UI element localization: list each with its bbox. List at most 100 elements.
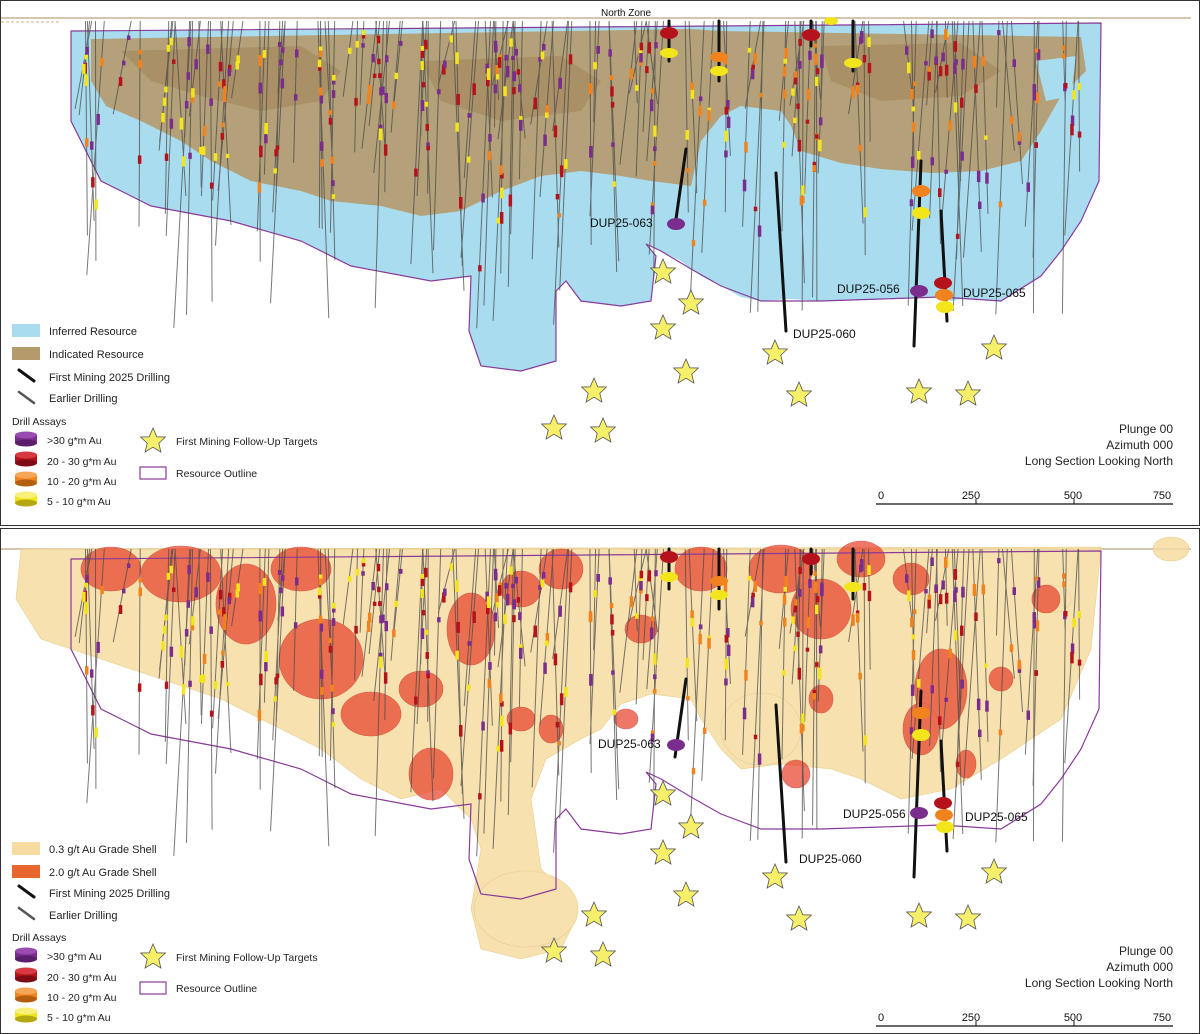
assay-intercept <box>467 156 471 163</box>
assay-intercept <box>707 638 711 649</box>
assay-intercept <box>596 46 600 54</box>
assay-intercept <box>399 568 403 574</box>
assay-intercept <box>424 629 429 635</box>
drill-assay-intercepts <box>82 557 1082 800</box>
assay-intercept <box>90 669 94 678</box>
assay-intercept <box>944 592 949 604</box>
assay-disc <box>844 582 862 592</box>
assay-intercept <box>518 612 522 621</box>
legend-swatch-shell-2-0 <box>12 865 40 878</box>
assay-disc <box>824 17 838 25</box>
assay-intercept <box>744 670 748 681</box>
drill-trace <box>277 20 286 93</box>
assay-intercept <box>367 84 372 95</box>
drill-trace <box>684 548 689 741</box>
legend-label-first-mining: First Mining 2025 Drilling <box>49 888 170 900</box>
drill-trace <box>329 20 336 233</box>
assay-intercept <box>257 709 262 721</box>
drill-trace <box>384 20 388 193</box>
assay-intercept <box>487 151 492 161</box>
assay-intercept <box>186 72 190 80</box>
assay-intercept <box>801 185 805 196</box>
assay-intercept <box>747 575 752 581</box>
assay-intercept <box>499 693 503 703</box>
drill-trace <box>593 548 597 651</box>
target-star-icon <box>541 414 567 440</box>
assay-intercept <box>85 138 89 147</box>
assay-intercept <box>953 62 957 75</box>
assay-disc <box>912 707 930 719</box>
assay-intercept <box>161 641 165 651</box>
assay-intercept <box>259 673 263 686</box>
assay-intercept <box>907 590 911 602</box>
assay-intercept <box>320 669 324 679</box>
assay-intercept <box>559 693 564 706</box>
legend-label-shell-0-3: 0.3 g/t Au Grade Shell <box>49 844 157 856</box>
assay-intercept <box>519 116 523 121</box>
assay-intercept <box>331 618 336 626</box>
assay-disc <box>934 277 952 289</box>
assay-intercept <box>611 670 615 675</box>
assay-intercept <box>981 56 986 67</box>
assay-intercept <box>558 605 562 617</box>
assay-intercept <box>138 587 142 597</box>
assay-intercept <box>100 585 104 595</box>
assay-intercept <box>317 59 322 68</box>
assay-intercept <box>555 194 560 200</box>
assay-disc <box>660 572 678 582</box>
assay-intercept <box>320 141 324 151</box>
assay-intercept <box>543 662 547 674</box>
target-star-icon <box>786 381 812 407</box>
assay-intercept <box>1009 116 1014 124</box>
assay-intercept <box>1062 581 1066 587</box>
assay-intercept <box>378 601 382 607</box>
assay-intercept <box>320 687 324 695</box>
assay-intercept <box>280 78 285 89</box>
drill-trace <box>437 548 456 614</box>
assay-intercept <box>348 47 352 54</box>
assay-intercept <box>169 565 173 574</box>
assay-intercept <box>793 72 798 85</box>
drill-trace <box>460 20 479 258</box>
assay-intercept <box>1012 59 1016 67</box>
drill-trace <box>263 20 270 175</box>
assay-intercept <box>798 589 802 597</box>
assay-intercept <box>782 66 787 77</box>
assay-intercept <box>378 656 383 669</box>
assay-intercept <box>954 59 958 65</box>
assay-intercept <box>442 592 446 603</box>
assay-disc <box>912 729 930 741</box>
assay-intercept <box>383 144 388 156</box>
target-star-icon <box>673 358 699 384</box>
assay-cylinder-icon <box>15 471 37 487</box>
assay-intercept <box>1062 45 1066 51</box>
assay-intercept <box>459 725 463 737</box>
assay-intercept <box>782 669 786 676</box>
assay-intercept <box>635 613 639 619</box>
assay-intercept <box>455 580 459 593</box>
assay-intercept <box>724 658 728 670</box>
assay-intercept <box>184 101 189 109</box>
assay-intercept <box>806 616 811 629</box>
drill-trace <box>1024 20 1039 227</box>
drill-trace <box>801 548 804 839</box>
assay-intercept <box>783 58 787 64</box>
assay-intercept <box>118 77 123 86</box>
assay-intercept <box>961 58 965 70</box>
assay-intercept <box>332 602 336 609</box>
assay-intercept <box>542 571 546 579</box>
assay-intercept <box>793 645 797 652</box>
drill-trace <box>688 20 698 194</box>
assay-intercept <box>361 558 366 564</box>
grade-shell-long-section-panel: DUP25-063 DUP25-060 DUP25-056 DUP25-065 … <box>0 528 1200 1034</box>
assay-intercept <box>495 65 499 75</box>
assay-intercept <box>497 57 502 68</box>
assay-intercept <box>859 564 863 573</box>
drill-trace <box>854 20 864 224</box>
assay-intercept <box>981 584 986 595</box>
assay-intercept <box>179 117 184 130</box>
drill-trace <box>642 20 650 133</box>
assay-intercept <box>589 146 593 158</box>
assay-intercept <box>1077 659 1082 666</box>
assay-intercept <box>647 570 652 582</box>
